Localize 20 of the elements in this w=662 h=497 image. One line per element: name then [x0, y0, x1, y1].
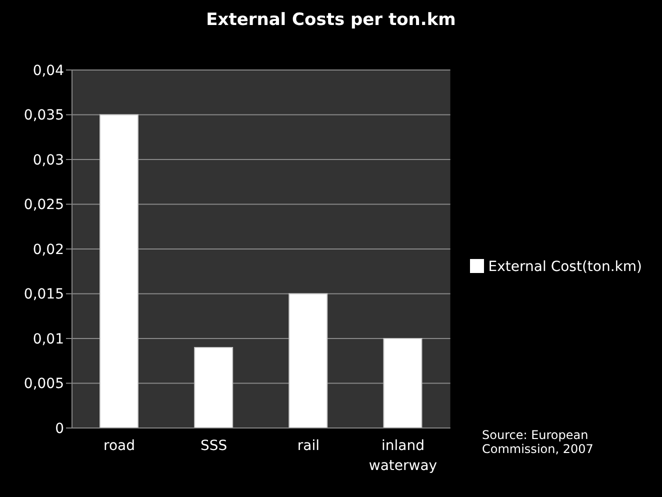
y-tick-label: 0,02: [32, 242, 64, 258]
y-tick-label: 0,015: [24, 286, 64, 303]
x-tick-label: rail: [297, 438, 320, 454]
y-tick-label: 0,005: [24, 376, 64, 392]
source-note: Source: European Commission, 2007: [482, 428, 594, 456]
bar: [194, 346, 234, 428]
y-tick-label: 0,01: [32, 331, 64, 348]
bar: [100, 114, 138, 428]
chart-title: External Costs per ton.km: [205, 10, 457, 30]
y-tick-label: 0,04: [32, 62, 64, 79]
bar: [288, 293, 328, 428]
legend-label: External Cost(ton.km): [488, 258, 642, 274]
bar: [383, 338, 422, 428]
y-tick-label: 0,035: [24, 108, 64, 124]
y-tick-label: 0,025: [24, 197, 64, 214]
x-tick-label: road: [104, 438, 136, 454]
y-tick-label: 0,03: [32, 152, 64, 168]
x-tick-label: inland waterway: [368, 438, 438, 474]
x-tick-label: SSS: [200, 438, 228, 454]
y-tick-label: 0: [55, 420, 64, 437]
